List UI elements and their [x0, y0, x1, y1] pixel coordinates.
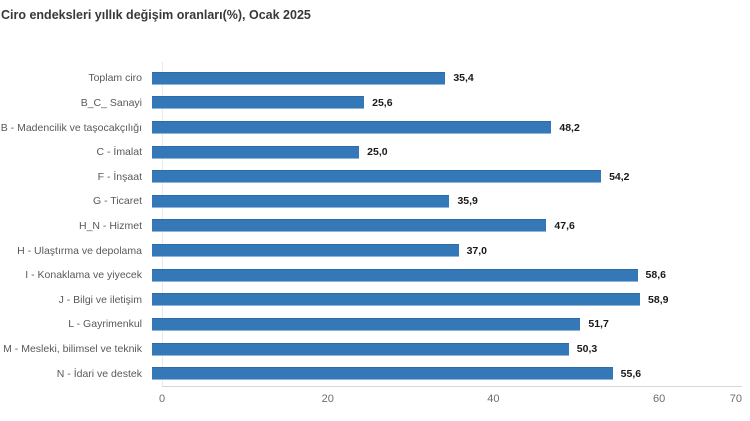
bar-row: C - İmalat 25,0: [0, 140, 742, 165]
bar-row: F - İnşaat 54,2: [0, 164, 742, 189]
value-label: 37,0: [466, 244, 487, 257]
value-label: 25,6: [372, 96, 393, 109]
value-label: 54,2: [609, 170, 630, 183]
bar: [152, 170, 602, 184]
category-label: N - İdari ve destek: [56, 367, 142, 380]
x-axis-line: [162, 386, 742, 387]
x-tick-label: 70: [729, 393, 742, 405]
bar: [152, 121, 552, 135]
bar: [152, 367, 613, 381]
x-axis-tick-labels: 0 20 40 60 70: [158, 393, 750, 409]
category-label: F - İnşaat: [97, 170, 142, 183]
bar-track: 25,0: [152, 145, 732, 159]
bar-track: 48,2: [152, 121, 732, 135]
bar: [152, 293, 641, 307]
value-label: 48,2: [559, 121, 580, 134]
bar-track: 37,0: [152, 244, 732, 258]
bar-track: 35,9: [152, 194, 732, 208]
bar: [152, 219, 547, 233]
bar-row: G - Ticaret 35,9: [0, 189, 742, 214]
bar: [152, 71, 446, 85]
category-label: L - Gayrimenkul: [68, 318, 142, 331]
category-label: I - Konaklama ve yiyecek: [25, 269, 142, 282]
x-tick-label: 40: [487, 393, 500, 405]
bar-track: 55,6: [152, 367, 732, 381]
category-label: J - Bilgi ve iletişim: [58, 293, 142, 306]
value-label: 47,6: [554, 219, 575, 232]
value-label: 25,0: [367, 146, 388, 159]
bar-row: B_C_ Sanayi 25,6: [0, 91, 742, 116]
value-label: 51,7: [588, 318, 609, 331]
value-label: 35,4: [453, 72, 474, 85]
bar-track: 35,4: [152, 71, 732, 85]
bar-row: N - İdari ve destek 55,6: [0, 361, 742, 386]
value-label: 58,9: [648, 293, 669, 306]
bar-track: 25,6: [152, 96, 732, 110]
bar-row: Toplam ciro 35,4: [0, 66, 742, 91]
bar: [152, 268, 638, 282]
bar-row: I - Konaklama ve yiyecek 58,6: [0, 263, 742, 288]
category-label: B_C_ Sanayi: [80, 96, 142, 109]
bar-row: M - Mesleki, bilimsel ve teknik 50,3: [0, 337, 742, 362]
category-label: G - Ticaret: [92, 195, 142, 208]
bar: [152, 145, 360, 159]
bar-row: J - Bilgi ve iletişim 58,9: [0, 287, 742, 312]
bar-row: B - Madencilik ve taşocakçılığı 48,2: [0, 115, 742, 140]
category-label: B - Madencilik ve taşocakçılığı: [0, 121, 142, 134]
bar-track: 50,3: [152, 342, 732, 356]
value-label: 50,3: [576, 343, 598, 355]
bar: [152, 317, 581, 331]
bar: [152, 96, 365, 110]
bar-track: 51,7: [152, 317, 732, 331]
value-label: 35,9: [457, 195, 478, 208]
value-label: 55,6: [620, 367, 642, 380]
bar-row: H - Ulaştırma ve depolama 37,0: [0, 238, 742, 263]
x-tick-label: 0: [158, 393, 166, 405]
category-label: Toplam ciro: [88, 72, 142, 85]
category-label: M - Mesleki, bilimsel ve teknik: [3, 343, 142, 355]
category-label: H - Ulaştırma ve depolama: [17, 244, 142, 257]
x-tick-label: 60: [653, 393, 666, 405]
bar: [152, 194, 450, 208]
bar-row: H_N - Hizmet 47,6: [0, 214, 742, 239]
bar-track: 54,2: [152, 170, 732, 184]
category-label: C - İmalat: [96, 146, 142, 159]
bar-rows-container: Toplam ciro 35,4 B_C_ Sanayi 25,6 B - Madenc…: [0, 66, 742, 386]
bar-track: 58,9: [152, 293, 732, 307]
bar: [152, 244, 459, 258]
x-tick-label: 20: [321, 393, 334, 405]
bar-track: 58,6: [152, 268, 732, 282]
bar: [152, 342, 569, 356]
chart-title: Ciro endeksleri yıllık değişim oranları(…: [1, 8, 311, 22]
bar-track: 47,6: [152, 219, 732, 233]
value-label: 58,6: [645, 269, 666, 282]
category-label: H_N - Hizmet: [78, 219, 142, 232]
bar-row: L - Gayrimenkul 51,7: [0, 312, 742, 337]
